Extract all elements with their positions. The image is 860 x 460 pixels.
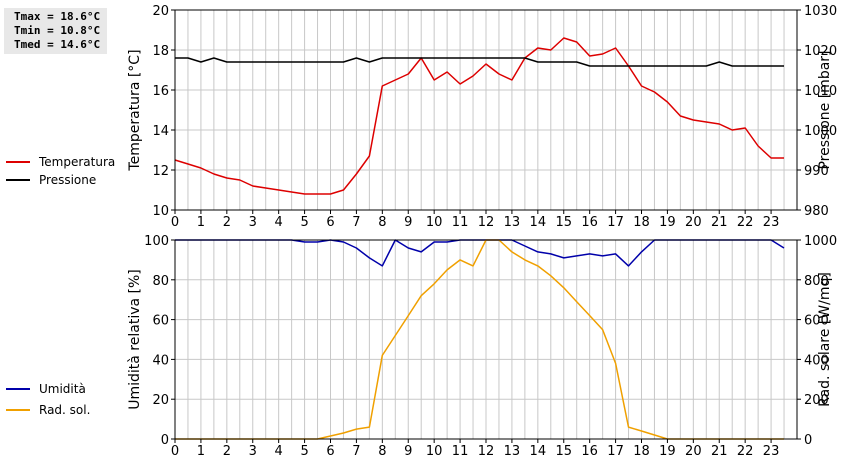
x-tick-label: 1 <box>197 215 205 230</box>
x-tick-label: 0 <box>171 215 179 230</box>
x-tick-label: 15 <box>555 444 572 459</box>
x-tick-label: 4 <box>275 444 283 459</box>
y-right-tick-label: 1000 <box>804 234 837 249</box>
tmin-label: Tmin = 10.8°C <box>14 24 101 37</box>
x-tick-label: 3 <box>249 215 257 230</box>
y-left-tick-label: 10 <box>152 204 169 219</box>
x-tick-label: 5 <box>300 215 308 230</box>
x-tick-label: 16 <box>581 444 598 459</box>
x-tick-label: 9 <box>404 215 412 230</box>
x-tick-label: 1 <box>197 444 205 459</box>
chart-panel-temp-pressure: 0 1 2 3 4 5 6 7 8 9 10 11 12 13 14 15 16 17 18 19 20 21 22 2310… <box>127 4 837 230</box>
x-tick-label: 6 <box>326 215 334 230</box>
x-tick-label: 11 <box>452 444 469 459</box>
y-left-tick-label: 100 <box>144 234 169 249</box>
x-tick-label: 10 <box>426 215 443 230</box>
x-tick-label: 15 <box>555 215 572 230</box>
x-tick-label: 13 <box>504 215 521 230</box>
y-left-axis-title: Umidità relativa [%] <box>127 269 143 410</box>
x-tick-label: 19 <box>659 444 676 459</box>
y-right-tick-label: 200 <box>804 393 829 408</box>
y-left-tick-label: 0 <box>161 433 169 448</box>
legend-label-humidity: Umidità <box>39 382 86 396</box>
y-right-tick-label: 1000 <box>804 124 837 139</box>
x-tick-label: 20 <box>685 444 702 459</box>
x-tick-label: 18 <box>633 215 650 230</box>
y-right-tick-label: 1030 <box>804 4 837 19</box>
y-left-tick-label: 60 <box>152 314 169 329</box>
y-right-tick-label: 1010 <box>804 84 837 99</box>
x-tick-label: 4 <box>275 215 283 230</box>
series-line-temperatura <box>174 37 784 195</box>
x-tick-label: 11 <box>452 215 469 230</box>
x-tick-label: 9 <box>404 444 412 459</box>
x-tick-label: 7 <box>352 444 360 459</box>
x-tick-label: 18 <box>633 444 650 459</box>
x-tick-label: 22 <box>737 215 754 230</box>
y-left-tick-label: 18 <box>152 44 169 59</box>
x-tick-label: 20 <box>685 215 702 230</box>
x-tick-label: 8 <box>378 444 386 459</box>
y-left-tick-label: 12 <box>152 164 169 179</box>
x-tick-label: 23 <box>763 215 780 230</box>
legend-item-temperature: Temperatura <box>6 154 115 170</box>
x-tick-label: 8 <box>378 215 386 230</box>
legend-swatch-humidity <box>6 388 30 390</box>
series-line-pressione <box>175 57 784 67</box>
y-left-tick-label: 40 <box>152 353 169 368</box>
x-tick-label: 21 <box>711 444 728 459</box>
x-tick-label: 21 <box>711 215 728 230</box>
x-tick-label: 14 <box>530 215 547 230</box>
tmax-label: Tmax = 18.6°C <box>14 10 101 23</box>
x-tick-label: 16 <box>581 215 598 230</box>
legend-item-humidity: Umidità <box>6 381 86 397</box>
legend-item-pressure: Pressione <box>6 172 96 188</box>
y-right-tick-label: 1020 <box>804 44 837 59</box>
y-left-tick-label: 20 <box>152 393 169 408</box>
y-left-tick-label: 80 <box>152 274 169 289</box>
legend-item-radiation: Rad. sol. <box>6 402 90 418</box>
x-tick-label: 19 <box>659 215 676 230</box>
legend-label-pressure: Pressione <box>39 173 97 187</box>
legend-label-temperature: Temperatura <box>39 155 116 169</box>
temperature-stats-box: Tmax = 18.6°C Tmin = 10.8°C Tmed = 14.6°… <box>4 8 107 54</box>
x-tick-label: 23 <box>763 444 780 459</box>
legend-label-radiation: Rad. sol. <box>39 403 91 417</box>
x-tick-label: 2 <box>223 444 231 459</box>
y-right-tick-label: 400 <box>804 353 829 368</box>
y-left-tick-label: 16 <box>152 84 169 99</box>
x-tick-label: 22 <box>737 444 754 459</box>
y-right-axis-title: Rad. solare [W/mq] <box>817 272 833 407</box>
x-tick-label: 6 <box>326 444 334 459</box>
legend-swatch-pressure <box>6 179 30 181</box>
x-tick-label: 14 <box>530 444 547 459</box>
x-tick-label: 10 <box>426 444 443 459</box>
x-tick-label: 3 <box>249 444 257 459</box>
legend-swatch-radiation <box>6 409 30 411</box>
y-left-tick-label: 20 <box>152 4 169 19</box>
x-tick-label: 0 <box>171 444 179 459</box>
y-right-tick-label: 0 <box>804 433 812 448</box>
y-right-tick-label: 600 <box>804 314 829 329</box>
x-tick-label: 17 <box>607 444 624 459</box>
y-left-axis-title: Temperatura [°C] <box>127 49 143 171</box>
y-right-tick-label: 800 <box>804 274 829 289</box>
chart-panel-humidity-radiation: 0 1 2 3 4 5 6 7 8 9 10 11 12 13 14 15 16 17 18 19 20 21 22 2302… <box>127 234 837 459</box>
y-right-axis-title: Pressione [mbar] <box>817 50 833 169</box>
tmed-label: Tmed = 14.6°C <box>14 38 101 51</box>
y-left-tick-label: 14 <box>152 124 169 139</box>
x-tick-label: 17 <box>607 215 624 230</box>
x-tick-label: 5 <box>300 444 308 459</box>
x-tick-label: 7 <box>352 215 360 230</box>
y-right-tick-label: 980 <box>804 204 829 219</box>
x-tick-label: 13 <box>504 444 521 459</box>
series-line-rad-sol <box>175 239 784 440</box>
legend-swatch-temperature <box>6 161 30 163</box>
y-right-tick-label: 990 <box>804 164 829 179</box>
x-tick-label: 12 <box>478 215 495 230</box>
x-tick-label: 2 <box>223 215 231 230</box>
x-tick-label: 12 <box>478 444 495 459</box>
